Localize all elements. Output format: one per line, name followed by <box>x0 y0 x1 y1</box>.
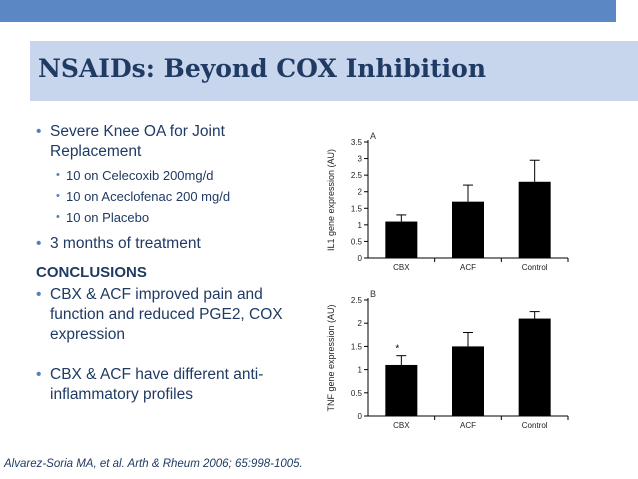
conclusion-text: CBX & ACF have different anti-inflammato… <box>50 366 264 403</box>
y-tick-label: 2 <box>358 319 363 328</box>
corner-square <box>616 0 638 22</box>
x-tick-label: Control <box>522 263 548 272</box>
y-tick-label: 2.5 <box>351 171 363 180</box>
conclusion-text: CBX & ACF improved pain and function and… <box>50 286 283 343</box>
bullet-text: 10 on Placebo <box>66 210 150 225</box>
conclusions-heading: CONCLUSIONS <box>36 264 147 281</box>
y-tick-label: 2.5 <box>351 296 363 305</box>
bullet-dot-icon: • <box>36 235 42 252</box>
conclusion-item: • CBX & ACF improved pain and function an… <box>36 285 311 345</box>
y-tick-label: 1 <box>358 221 363 230</box>
sub-bullet-item: • 10 on Placebo <box>36 207 311 228</box>
bullet-dot-icon: • <box>56 211 60 223</box>
y-tick-label: 0 <box>358 254 363 263</box>
y-tick-label: 1.5 <box>351 342 363 351</box>
conclusion-item: • CBX & ACF have different anti-inflammat… <box>36 365 311 405</box>
bullet-text: 3 months of treatment <box>50 235 201 252</box>
bullet-dot-icon: • <box>36 286 42 303</box>
y-axis-label: TNF gene expression (AU) <box>326 304 336 411</box>
bar <box>385 364 418 416</box>
x-tick-label: ACF <box>460 263 476 272</box>
x-tick-label: Control <box>522 421 548 430</box>
significance-annotation: * <box>395 344 399 355</box>
y-axis-label: IL1 gene expression (AU) <box>326 149 336 251</box>
bullet-dot-icon: • <box>36 123 42 140</box>
bar <box>518 318 551 416</box>
slide-title: NSAIDs: Beyond COX Inhibition <box>38 54 487 83</box>
y-tick-label: 0.5 <box>351 237 363 246</box>
chart-il1: A IL1 gene expression (AU) 0 0.5 1 1.5 2 2.5 3 3.… <box>326 131 569 272</box>
title-box <box>30 41 638 101</box>
chart-tnf: B TNF gene expression (AU) 0 0.5 1 1.5 2 2.5 CBX… <box>326 289 569 430</box>
y-tick-label: 0.5 <box>351 389 363 398</box>
sub-bullet-item: • 10 on Aceclofenac 200 mg/d <box>36 186 311 207</box>
bar <box>518 181 551 258</box>
bar <box>385 221 418 258</box>
sub-bullet-item: • 10 on Celecoxib 200mg/d <box>36 165 311 186</box>
y-tick-label: 3.5 <box>351 138 363 147</box>
x-tick-label: CBX <box>393 421 410 430</box>
bullet-text: Severe Knee OA for Joint Replacement <box>50 123 225 160</box>
y-tick-label: 3 <box>358 155 363 164</box>
bullet-item: • Severe Knee OA for Joint Replacement <box>36 122 311 162</box>
bullet-text: 10 on Celecoxib 200mg/d <box>66 168 214 183</box>
y-tick-label: 1 <box>358 366 363 375</box>
bullet-dot-icon: • <box>56 169 60 181</box>
y-tick-label: 2 <box>358 188 363 197</box>
x-tick-label: CBX <box>393 263 410 272</box>
panel-label: B <box>370 289 376 299</box>
y-tick-label: 1.5 <box>351 204 363 213</box>
bullet-dot-icon: • <box>36 366 42 383</box>
bullet-item: • 3 months of treatment <box>36 234 311 254</box>
y-tick-label: 0 <box>358 412 363 421</box>
top-accent-bar <box>0 0 638 22</box>
bullet-dot-icon: • <box>56 190 60 202</box>
bullet-text: 10 on Aceclofenac 200 mg/d <box>66 189 231 204</box>
x-tick-label: ACF <box>460 421 476 430</box>
bar <box>452 346 484 416</box>
bar <box>452 201 484 258</box>
panel-label: A <box>370 131 376 141</box>
slide-body: • Severe Knee OA for Joint Replacement • 1… <box>36 122 311 405</box>
citation: Alvarez-Soria MA, et al. Arth & Rheum 20… <box>4 458 303 470</box>
